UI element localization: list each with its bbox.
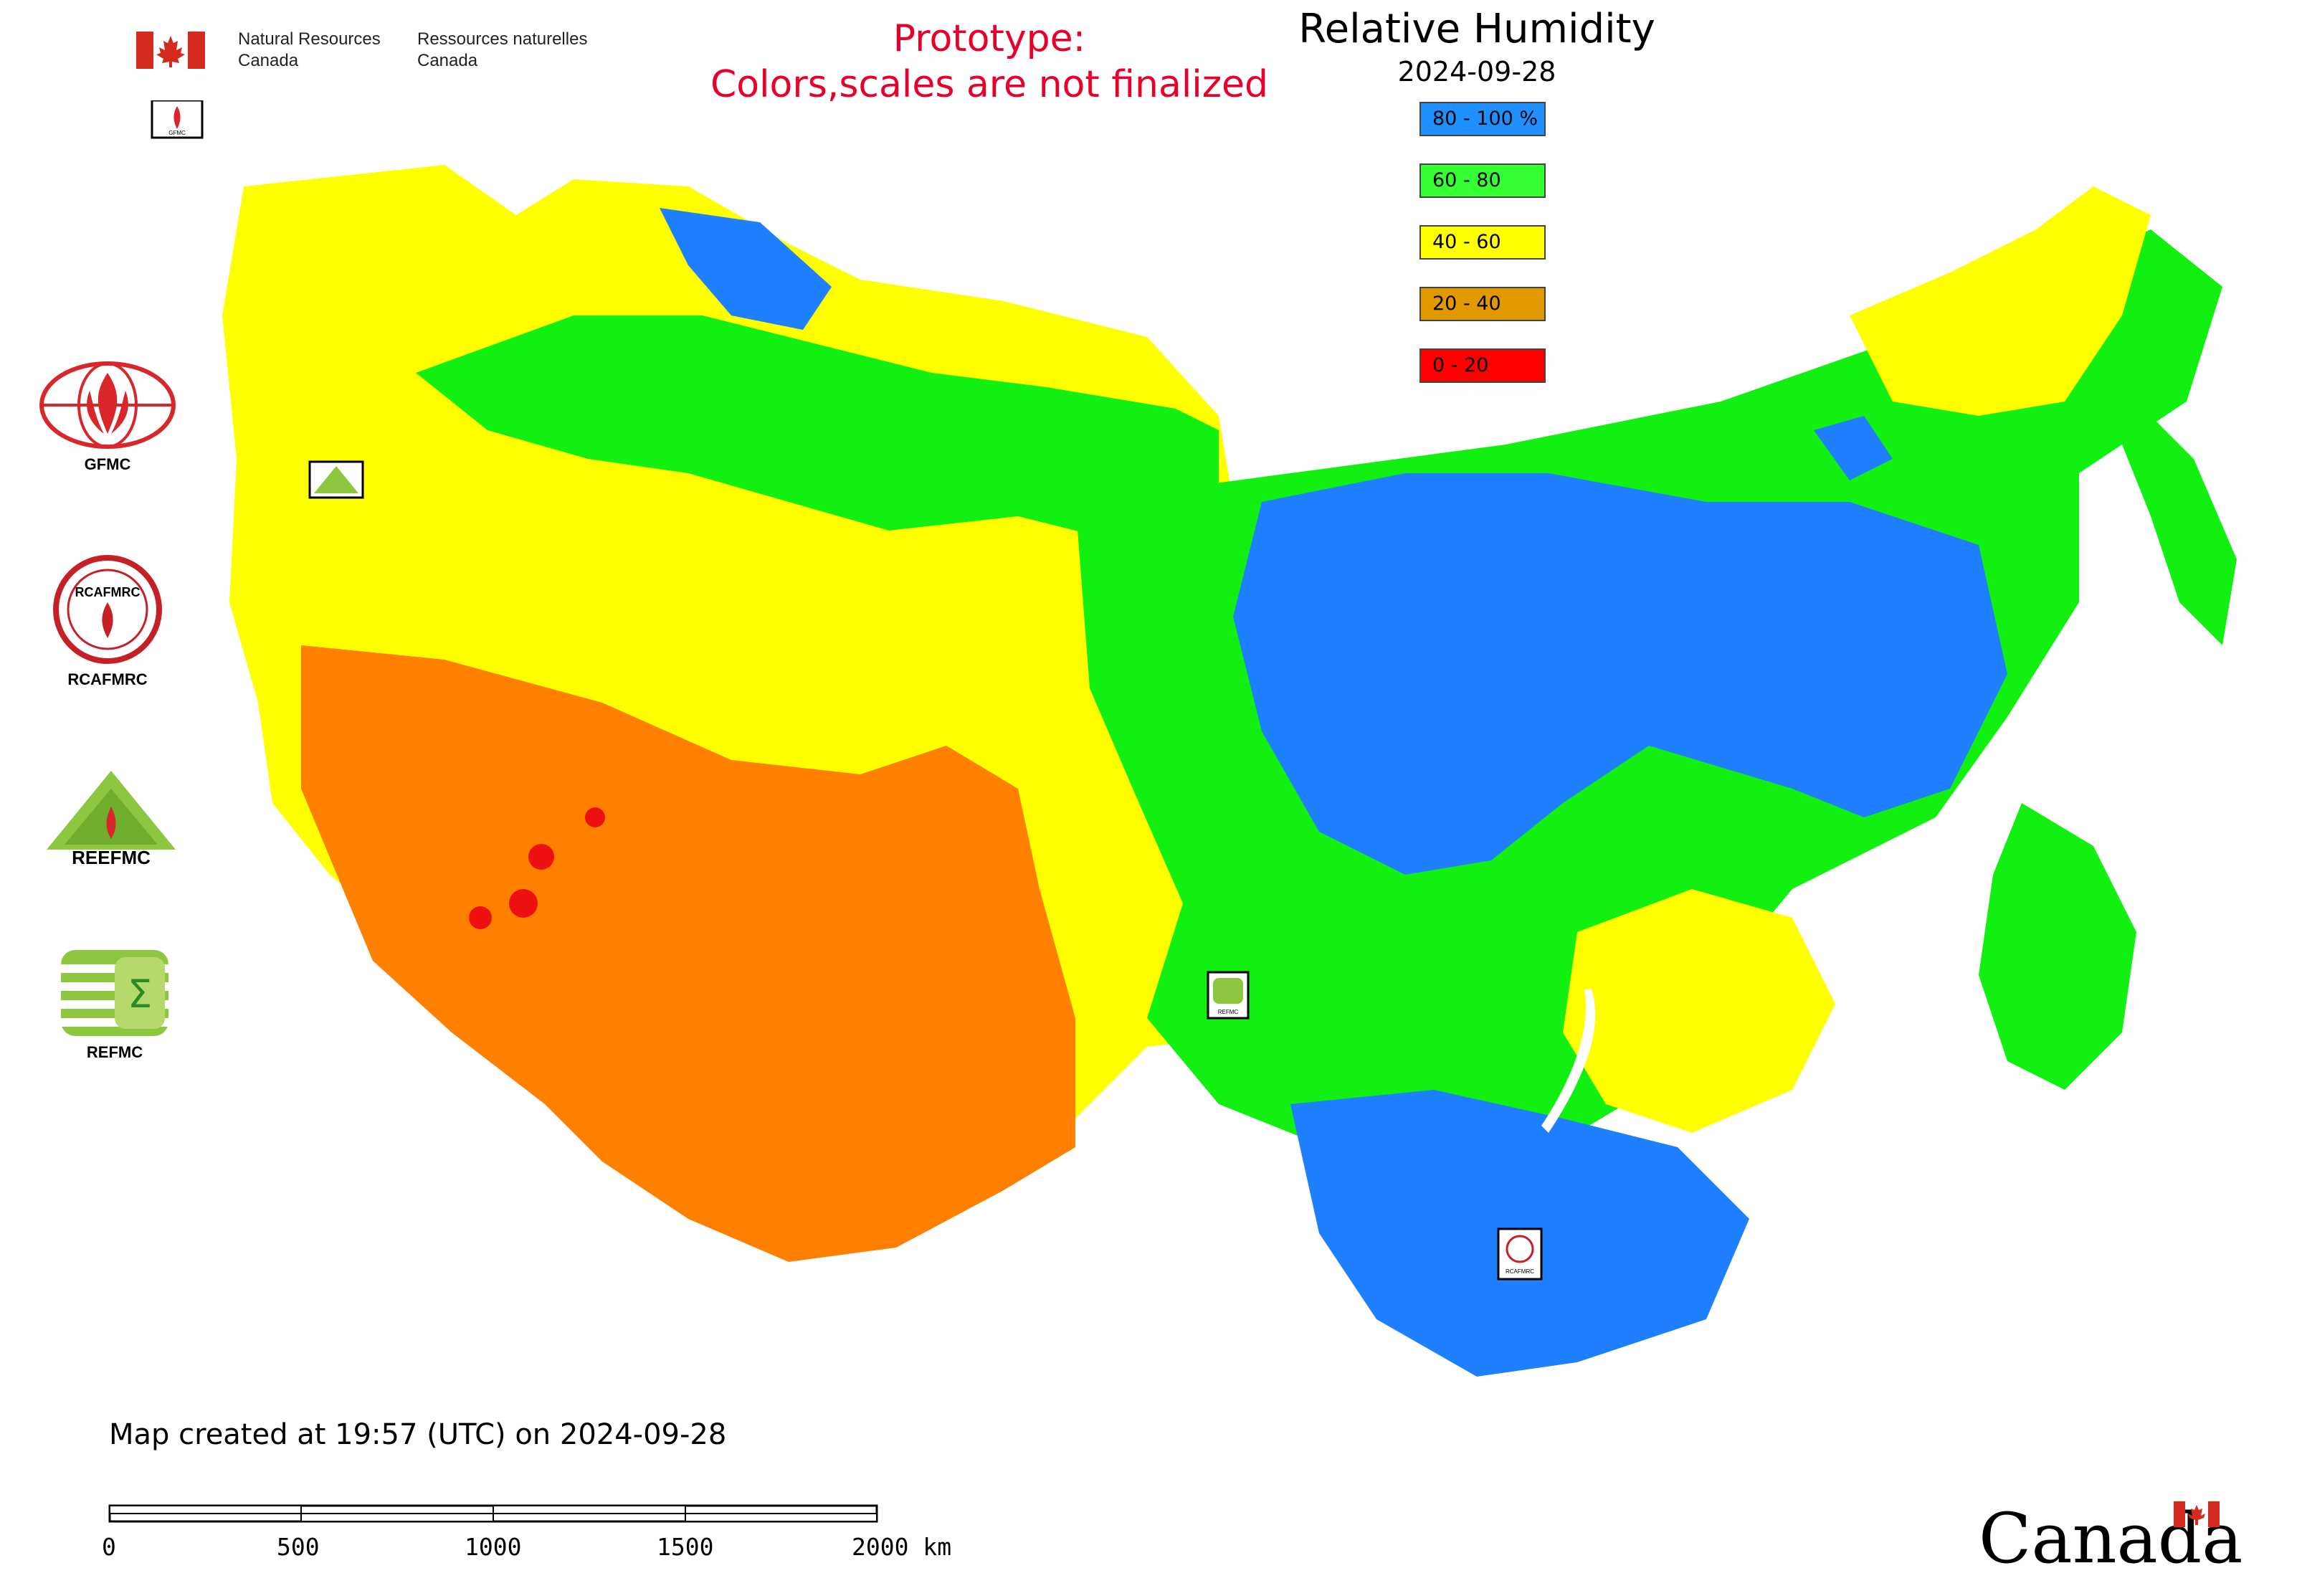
canada-wordmark-flag-icon <box>2174 1501 2220 1527</box>
station-label: REFMC <box>1218 1009 1239 1015</box>
region-very-dry-spot <box>585 807 605 827</box>
region-dry <box>301 645 1075 1262</box>
prototype-notice: Prototype: Colors,scales are not finaliz… <box>645 16 1333 108</box>
agency-en-line2: Canada <box>238 51 299 70</box>
legend-label: 60 - 80 <box>1432 169 1501 191</box>
svg-text:RCAFMRC: RCAFMRC <box>75 585 141 599</box>
refmc-logo-icon: Σ <box>61 950 168 1036</box>
reefmc-logo-icon: REEFMC <box>47 771 176 868</box>
legend-item-80-100: 80 - 100 % <box>1419 102 1546 136</box>
scale-tick-2000: 2000 km <box>852 1533 952 1561</box>
agency-gfmc: GFMC <box>29 358 186 474</box>
station-marker-refmc[interactable]: REFMC <box>1207 971 1250 1020</box>
legend: 80 - 100 % 60 - 80 40 - 60 20 - 40 0 - 2… <box>1419 102 1546 383</box>
region-kamchatka <box>2122 402 2237 645</box>
region-very-wet-east <box>1814 416 1893 480</box>
scale-bar <box>108 1504 878 1523</box>
agency-fr-line1: Ressources naturelles <box>417 29 588 49</box>
region-moderate-baikal <box>1563 889 1835 1133</box>
station-marker-rcafmrc[interactable]: RCAFMRC <box>1497 1227 1543 1281</box>
map-date: 2024-09-28 <box>1397 56 1556 87</box>
gfmc-logo-icon <box>39 361 176 449</box>
agency-label-refmc: REFMC <box>86 1043 143 1061</box>
legend-label: 80 - 100 % <box>1432 108 1538 130</box>
region-very-dry-spot <box>469 906 492 929</box>
region-very-wet-central <box>1233 473 2007 875</box>
region-moderate-east <box>1850 186 2151 416</box>
station-label: RCAFMRC <box>1506 1268 1534 1275</box>
map-title: Relative Humidity <box>1298 6 1655 52</box>
agency-rcafmrc: RCAFMRC RCAFMRC <box>36 552 194 689</box>
agency-fr-line2: Canada <box>417 51 478 70</box>
svg-text:REEFMC: REEFMC <box>72 847 151 868</box>
region-far-east <box>1979 803 2136 1090</box>
agency-en-line1: Natural Resources <box>238 29 381 49</box>
legend-label: 0 - 20 <box>1432 354 1489 376</box>
prototype-line1: Prototype: <box>893 17 1086 60</box>
rcafmrc-logo-icon: RCAFMRC <box>53 555 162 664</box>
agency-label-rcafmrc: RCAFMRC <box>67 670 148 688</box>
region-very-dry-spot <box>528 844 554 870</box>
scale-tick-500: 500 <box>277 1533 320 1561</box>
legend-item-0-20: 0 - 20 <box>1419 348 1546 383</box>
scale-tick-1500: 1500 <box>657 1533 714 1561</box>
agency-label-gfmc: GFMC <box>84 455 131 473</box>
agency-name-en: Natural Resources Canada <box>238 29 381 72</box>
svg-text:Σ: Σ <box>128 972 152 1017</box>
legend-item-60-80: 60 - 80 <box>1419 163 1546 198</box>
map-created-text: Map created at 19:57 (UTC) on 2024-09-28 <box>109 1418 727 1451</box>
relative-humidity-map[interactable]: GFMC REFMC RCAFMRC <box>143 100 2258 1463</box>
station-marker-reefmc-west[interactable] <box>308 460 364 499</box>
legend-label: 20 - 40 <box>1432 293 1501 315</box>
agency-refmc: Σ REFMC <box>57 946 215 1062</box>
region-very-dry-spot <box>509 889 538 918</box>
lake-baikal <box>1541 989 1596 1133</box>
region-wet-north <box>416 315 1219 545</box>
scale-tick-1000: 1000 <box>465 1533 522 1561</box>
region-very-wet-northwest <box>660 208 832 330</box>
legend-label: 40 - 60 <box>1432 231 1501 253</box>
station-label: GFMC <box>168 130 186 136</box>
legend-item-40-60: 40 - 60 <box>1419 225 1546 260</box>
scale-tick-0: 0 <box>102 1533 116 1561</box>
canada-flag-icon <box>136 32 205 69</box>
legend-item-20-40: 20 - 40 <box>1419 287 1546 321</box>
agency-name-fr: Ressources naturelles Canada <box>417 29 587 72</box>
prototype-line2: Colors,scales are not finalized <box>710 63 1269 106</box>
agency-reefmc: REEFMC <box>36 767 194 871</box>
station-marker-gfmc[interactable]: GFMC <box>151 100 204 139</box>
